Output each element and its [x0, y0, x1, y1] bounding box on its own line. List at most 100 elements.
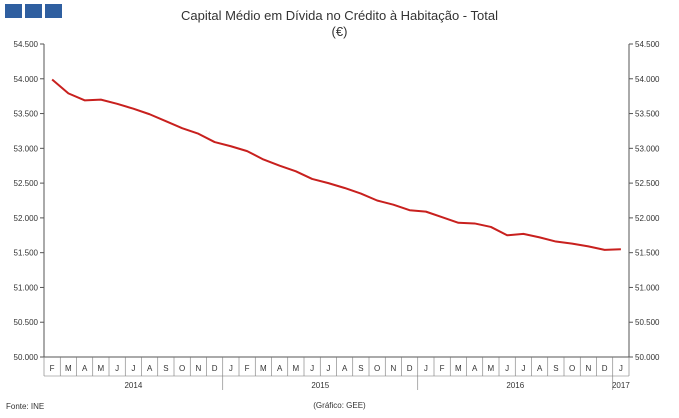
data-point	[392, 204, 394, 206]
month-label: J	[310, 364, 314, 373]
month-label: J	[326, 364, 330, 373]
y-tick-label-left: 50.000	[14, 353, 39, 362]
data-point	[360, 193, 362, 195]
month-label: N	[390, 364, 396, 373]
month-label: A	[147, 364, 153, 373]
logo-square	[5, 4, 22, 18]
data-point	[149, 113, 151, 115]
data-point	[506, 234, 508, 236]
data-point	[344, 187, 346, 189]
y-tick-label-left: 54.000	[14, 75, 39, 84]
month-label: O	[374, 364, 380, 373]
month-label: A	[277, 364, 283, 373]
y-tick-label-right: 54.000	[635, 75, 660, 84]
month-label: J	[619, 364, 623, 373]
month-label: M	[65, 364, 72, 373]
chart-title-block: Capital Médio em Dívida no Crédito à Hab…	[0, 8, 679, 40]
month-label: J	[505, 364, 509, 373]
month-label: J	[115, 364, 119, 373]
year-label: 2015	[311, 381, 329, 390]
logo-square	[45, 4, 62, 18]
month-label: N	[195, 364, 201, 373]
data-point	[490, 226, 492, 228]
month-label: S	[553, 364, 558, 373]
data-point	[279, 165, 281, 167]
data-point	[604, 249, 606, 251]
credit-note: (Gráfico: GEE)	[313, 401, 366, 410]
month-label: D	[602, 364, 608, 373]
y-tick-label-left: 52.000	[14, 214, 39, 223]
data-point	[100, 99, 102, 101]
month-label: J	[131, 364, 135, 373]
source-note: Fonte: INE	[6, 402, 45, 411]
month-label: D	[407, 364, 413, 373]
y-tick-label-left: 53.000	[14, 144, 39, 153]
y-tick-label-right: 54.500	[635, 40, 660, 49]
month-label: A	[342, 364, 348, 373]
data-point	[327, 182, 329, 184]
year-label: 2017	[612, 381, 630, 390]
month-label: O	[569, 364, 575, 373]
y-tick-label-right: 52.000	[635, 214, 660, 223]
y-tick-label-right: 51.000	[635, 283, 660, 292]
y-tick-label-left: 53.500	[14, 110, 39, 119]
month-label: S	[358, 364, 363, 373]
month-label: A	[82, 364, 88, 373]
y-tick-label-left: 54.500	[14, 40, 39, 49]
y-tick-label-right: 50.500	[635, 318, 660, 327]
month-label: F	[50, 364, 55, 373]
data-point	[246, 150, 248, 152]
data-point	[555, 241, 557, 243]
y-tick-label-right: 52.500	[635, 179, 660, 188]
data-point	[441, 216, 443, 218]
data-point	[295, 170, 297, 172]
data-point	[425, 211, 427, 213]
data-point	[587, 245, 589, 247]
data-point	[376, 200, 378, 202]
data-point	[539, 236, 541, 238]
month-label: M	[455, 364, 462, 373]
y-tick-label-left: 52.500	[14, 179, 39, 188]
month-label: J	[229, 364, 233, 373]
chart-title: Capital Médio em Dívida no Crédito à Hab…	[181, 8, 498, 23]
data-point	[262, 158, 264, 160]
data-point	[51, 78, 53, 80]
month-label: A	[537, 364, 543, 373]
month-label: D	[212, 364, 218, 373]
data-point	[409, 209, 411, 211]
year-label: 2016	[506, 381, 524, 390]
data-point	[132, 108, 134, 110]
month-label: M	[488, 364, 495, 373]
y-tick-label-left: 51.500	[14, 249, 39, 258]
month-label: J	[521, 364, 525, 373]
data-point	[67, 92, 69, 94]
data-point	[197, 133, 199, 135]
chart-subtitle: (€)	[331, 24, 348, 39]
month-label: S	[163, 364, 168, 373]
month-label: A	[472, 364, 478, 373]
y-tick-label-right: 53.500	[635, 110, 660, 119]
y-tick-label-left: 51.000	[14, 283, 39, 292]
y-tick-label-right: 50.000	[635, 353, 660, 362]
data-point	[230, 145, 232, 147]
month-label: O	[179, 364, 185, 373]
month-label: F	[245, 364, 250, 373]
month-label: J	[424, 364, 428, 373]
year-label: 2014	[124, 381, 142, 390]
data-point	[522, 233, 524, 235]
data-point	[214, 141, 216, 143]
logo-square	[25, 4, 42, 18]
data-point	[116, 103, 118, 105]
data-point	[457, 222, 459, 224]
data-point	[165, 120, 167, 122]
brand-logo	[5, 4, 62, 18]
month-label: M	[98, 364, 105, 373]
data-point	[571, 243, 573, 245]
month-label: M	[293, 364, 300, 373]
data-point	[474, 222, 476, 224]
data-point	[311, 178, 313, 180]
y-tick-label-left: 50.500	[14, 318, 39, 327]
month-label: F	[440, 364, 445, 373]
y-tick-label-right: 51.500	[635, 249, 660, 258]
